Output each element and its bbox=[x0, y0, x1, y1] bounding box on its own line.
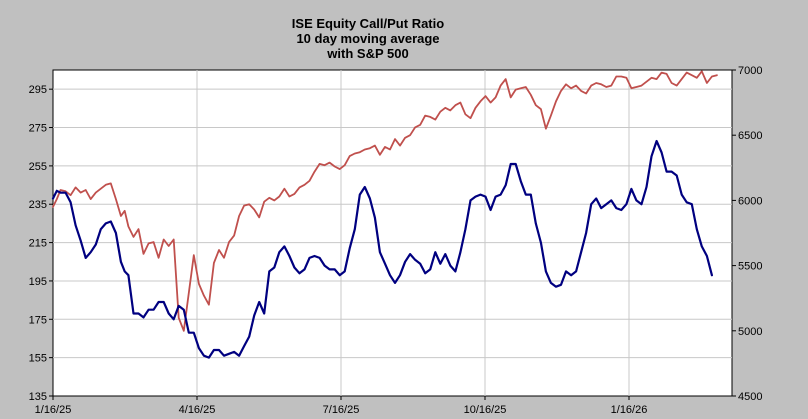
plot-area bbox=[52, 69, 733, 397]
series-line-call-put-ratio bbox=[51, 139, 714, 359]
x-tick-label: 10/16/25 bbox=[464, 404, 507, 416]
series-layer bbox=[51, 70, 718, 359]
x-tick-label: 4/16/25 bbox=[179, 404, 216, 416]
y-right-tick-label: 5500 bbox=[738, 261, 762, 273]
y-left-tick-label: 135 bbox=[29, 391, 47, 403]
x-tick-label: 1/16/26 bbox=[611, 404, 648, 416]
y-left-tick-label: 235 bbox=[29, 199, 47, 211]
y-axis-right: 7000 6500 6000 5500 5000 4500 bbox=[732, 65, 762, 403]
chart-title-line-2: 10 day moving average bbox=[296, 31, 439, 46]
y-right-tick-label: 5000 bbox=[738, 326, 762, 338]
y-left-tick-label: 155 bbox=[29, 353, 47, 365]
y-axis-left: 295 275 255 235 215 195 175 155 135 bbox=[29, 84, 53, 403]
y-right-tick-label: 6500 bbox=[738, 130, 762, 142]
grid bbox=[53, 70, 732, 396]
y-right-tick-label: 4500 bbox=[738, 391, 762, 403]
y-left-tick-label: 175 bbox=[29, 314, 47, 326]
series-line-sp500 bbox=[52, 70, 718, 332]
y-left-tick-label: 215 bbox=[29, 238, 47, 250]
x-axis: 1/16/25 4/16/25 7/16/25 10/16/25 1/16/26 bbox=[35, 396, 648, 416]
y-left-tick-label: 195 bbox=[29, 276, 47, 288]
x-tick-label: 7/16/25 bbox=[323, 404, 360, 416]
y-left-tick-label: 255 bbox=[29, 161, 47, 173]
y-right-tick-label: 7000 bbox=[738, 65, 762, 77]
x-tick-label: 1/16/25 bbox=[35, 404, 72, 416]
y-right-tick-label: 6000 bbox=[738, 195, 762, 207]
y-left-tick-label: 295 bbox=[29, 84, 47, 96]
chart-title-line-1: ISE Equity Call/Put Ratio bbox=[292, 16, 444, 31]
y-left-tick-label: 275 bbox=[29, 123, 47, 135]
chart-title-line-3: with S&P 500 bbox=[326, 46, 408, 61]
